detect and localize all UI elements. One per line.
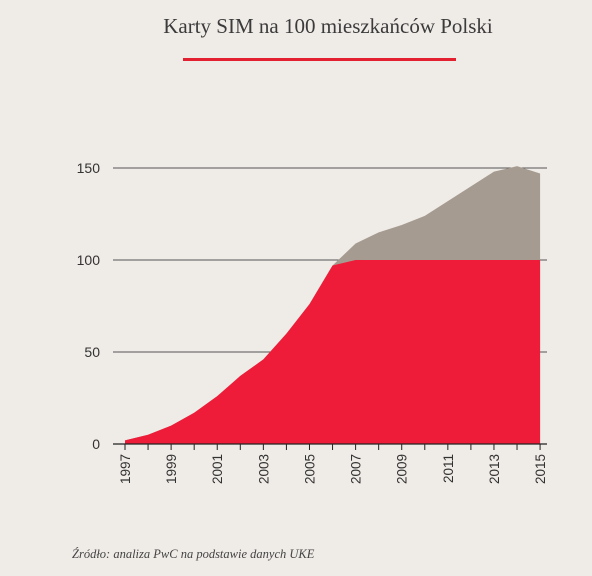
source-note: Źródło: analiza PwC na podstawie danych … (72, 547, 315, 561)
x-tick-label: 2005 (302, 454, 317, 484)
x-tick-label: 2003 (256, 454, 271, 484)
chart-title: Karty SIM na 100 mieszkańców Polski (163, 14, 493, 38)
y-tick-label: 50 (84, 344, 100, 360)
x-tick-label: 2015 (533, 454, 548, 484)
x-tick-label: 2009 (395, 454, 410, 484)
x-tick-label: 2011 (441, 454, 456, 483)
x-tick-label: 2007 (349, 454, 364, 484)
area-up-to-100 (125, 260, 541, 444)
x-tick-label: 2013 (487, 454, 502, 484)
y-tick-label: 150 (77, 160, 101, 176)
x-tick-label: 1999 (164, 454, 179, 484)
x-tick-label: 1997 (118, 454, 133, 484)
y-tick-label: 100 (77, 252, 101, 268)
x-tick-label: 2001 (210, 454, 225, 484)
title-underline (183, 58, 456, 61)
axes: 0 50 100 150 1997 1999 2001 2003 2005 2007 2009 201… (77, 160, 548, 484)
y-tick-label: 0 (92, 436, 100, 452)
chart-areas (125, 166, 541, 444)
